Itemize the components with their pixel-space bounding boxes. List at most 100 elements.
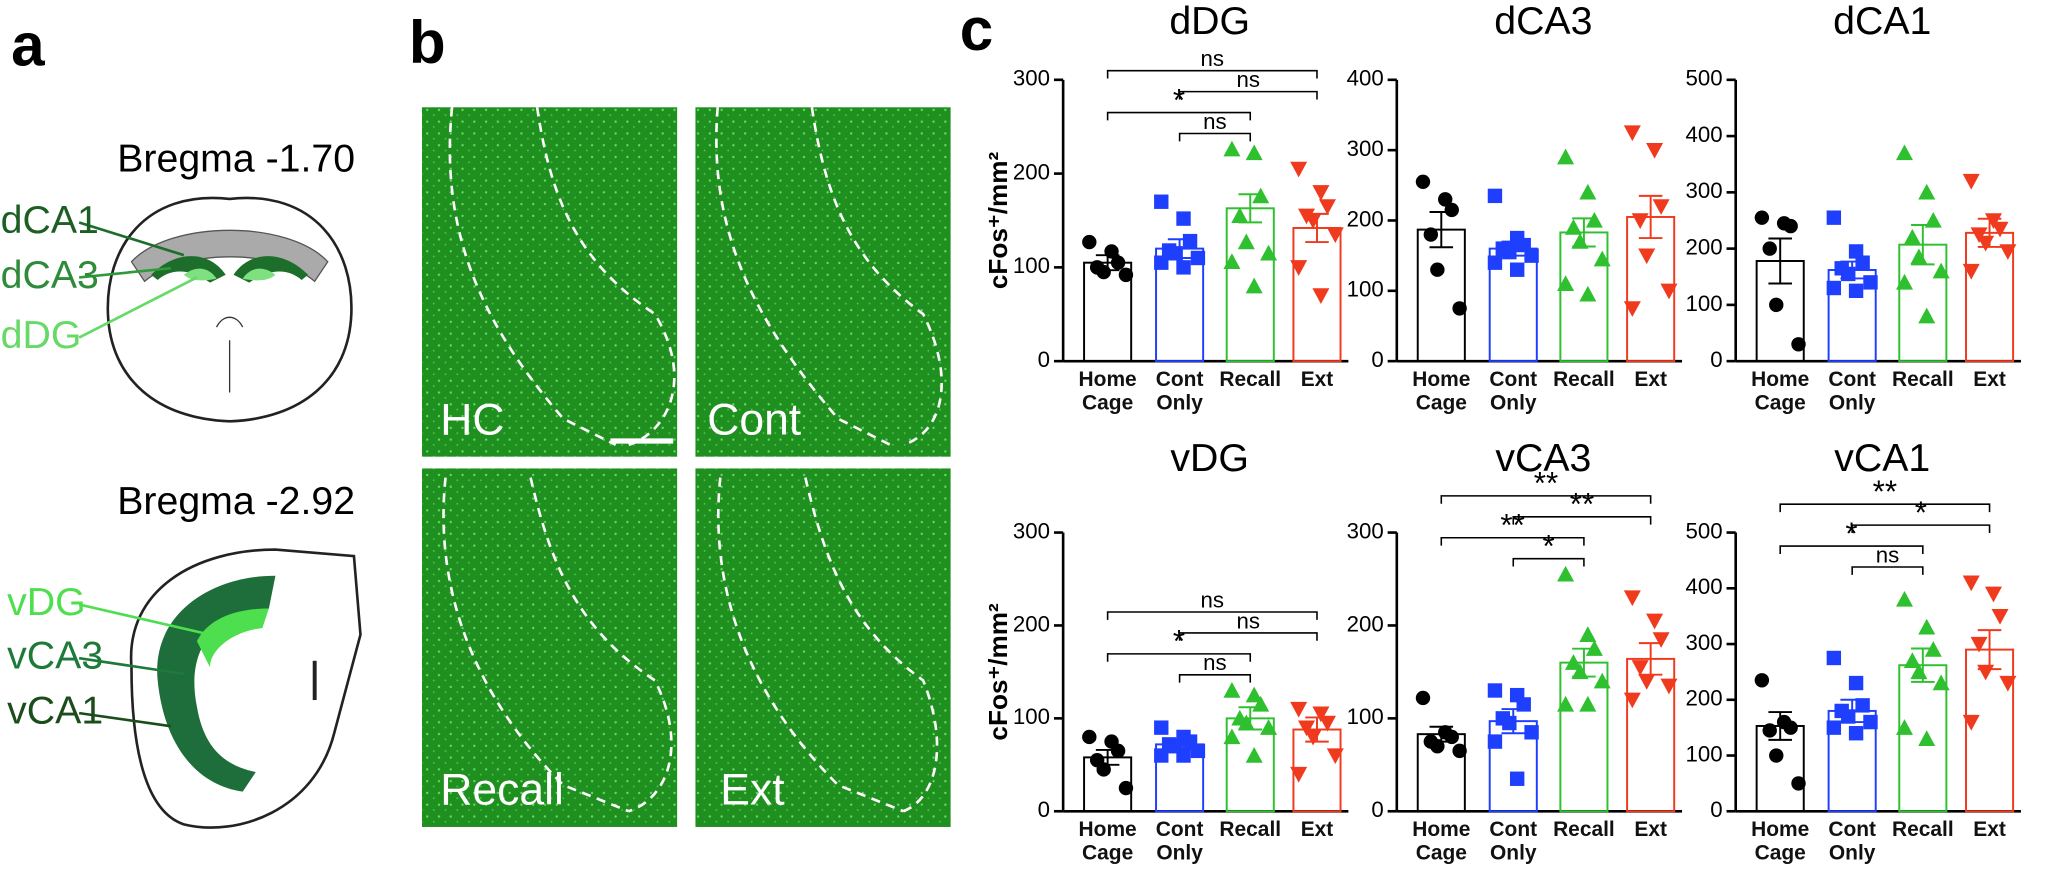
data-point: [1524, 725, 1539, 740]
data-point: [1260, 244, 1278, 261]
data-point: [1245, 144, 1263, 161]
data-point: [1932, 262, 1950, 279]
data-point: [1571, 663, 1589, 680]
significance-label: ns: [1203, 109, 1226, 134]
x-tick-label-box: Home Cage: [1751, 819, 1810, 865]
y-tick-label: 400: [1686, 574, 1723, 599]
data-point: [1918, 618, 1936, 635]
chart-title: dDG: [1169, 0, 1250, 43]
data-point: [1509, 771, 1525, 786]
data-point: [1223, 681, 1241, 698]
data-point: [1970, 636, 1988, 653]
coronal-section-bottom: [78, 548, 362, 829]
data-point: [1962, 714, 1980, 731]
data-point: [1524, 248, 1539, 263]
significance-bracket: [1178, 632, 1318, 641]
x-tick-label: Recall: [1891, 368, 1954, 392]
significance-bracket: [1178, 132, 1252, 142]
data-point: [1863, 275, 1878, 290]
bar: [1416, 228, 1466, 363]
data-point: [1298, 720, 1316, 737]
data-point: [1430, 739, 1445, 754]
significance-label: **: [1534, 466, 1558, 501]
data-point: [1638, 248, 1656, 265]
y-tick-label: 100: [1347, 277, 1384, 302]
data-point: [1769, 748, 1784, 763]
data-point: [1932, 674, 1950, 691]
data-point: [1754, 210, 1770, 225]
data-point: [1783, 218, 1798, 234]
coronal-section-top: [78, 196, 353, 423]
y-tick-label: 200: [1013, 159, 1050, 184]
data-point: [1918, 307, 1936, 324]
data-point: [1970, 227, 1988, 244]
data-point: [1312, 288, 1330, 305]
data-point: [1984, 213, 2002, 229]
data-point: [1977, 235, 1995, 252]
data-point: [1910, 248, 1928, 265]
x-tick-label: Home Cage: [1751, 368, 1810, 415]
bar: [1225, 207, 1275, 363]
data-point: [1176, 260, 1191, 275]
data-point: [1623, 692, 1641, 709]
data-point: [1660, 678, 1678, 695]
region-label: dDG: [1, 313, 82, 357]
data-point: [1855, 698, 1870, 713]
y-tick-label: 100: [1013, 253, 1050, 278]
y-axis-label: cFos⁺/mm²: [983, 152, 1013, 290]
data-point: [1623, 590, 1641, 607]
data-point: [1623, 125, 1641, 142]
data-point: [1415, 690, 1431, 706]
data-point: [1252, 187, 1270, 204]
data-point: [1826, 280, 1842, 296]
section-label: Bregma -2.92: [117, 479, 355, 523]
data-point: [1082, 234, 1097, 250]
data-point: [1895, 719, 1914, 735]
x-tick-label-box: Ext: [1973, 819, 2006, 841]
error-bar: [1768, 237, 1792, 285]
significance-label: ns: [1203, 650, 1226, 675]
x-tick-label-box: Cont Only: [1156, 819, 1204, 865]
x-tick-label: Home Cage: [1412, 368, 1471, 415]
data-point: [1423, 227, 1439, 242]
data-point: [1444, 202, 1459, 218]
data-point: [1154, 748, 1169, 763]
y-tick-label: 200: [1013, 611, 1050, 636]
data-point: [1118, 267, 1134, 283]
data-point: [1826, 720, 1842, 735]
significance-label: *: [1915, 495, 1927, 530]
chart-title: dCA1: [1833, 0, 1931, 43]
data-point: [1762, 723, 1777, 738]
data-point: [1290, 701, 1308, 718]
data-point: [1318, 199, 1336, 215]
region-label: dCA3: [1, 253, 99, 297]
y-tick-label: 300: [1013, 518, 1050, 543]
image-label: Recall: [440, 766, 564, 815]
significance-label: ns: [1876, 542, 1899, 567]
data-point: [1304, 729, 1322, 746]
x-tick-label-box: Recall: [1219, 819, 1281, 841]
x-tick-label: Cont Only: [1489, 819, 1538, 865]
significance-label: *: [1173, 624, 1185, 659]
data-point: [1176, 211, 1191, 226]
x-tick-label: Home Cage: [1078, 368, 1137, 415]
data-point: [1557, 695, 1575, 712]
y-tick-label: 400: [1347, 66, 1384, 91]
x-tick-label: Recall: [1553, 819, 1615, 842]
data-point: [1754, 673, 1770, 688]
data-point: [1564, 654, 1582, 670]
data-point: [1895, 144, 1914, 161]
significance-bracket: [1106, 653, 1252, 662]
micrograph: [695, 468, 951, 827]
data-point: [1571, 233, 1589, 249]
x-tick-label: Recall: [1553, 368, 1615, 392]
data-point: [1564, 219, 1582, 235]
data-point: [1895, 273, 1914, 290]
data-point: [1487, 683, 1503, 698]
data-point: [1638, 674, 1656, 690]
data-point: [1237, 714, 1255, 731]
x-tick-label: Home Cage: [1751, 819, 1810, 865]
data-point: [1290, 766, 1308, 783]
data-point: [1290, 260, 1308, 276]
y-tick-label: 300: [1013, 66, 1050, 91]
